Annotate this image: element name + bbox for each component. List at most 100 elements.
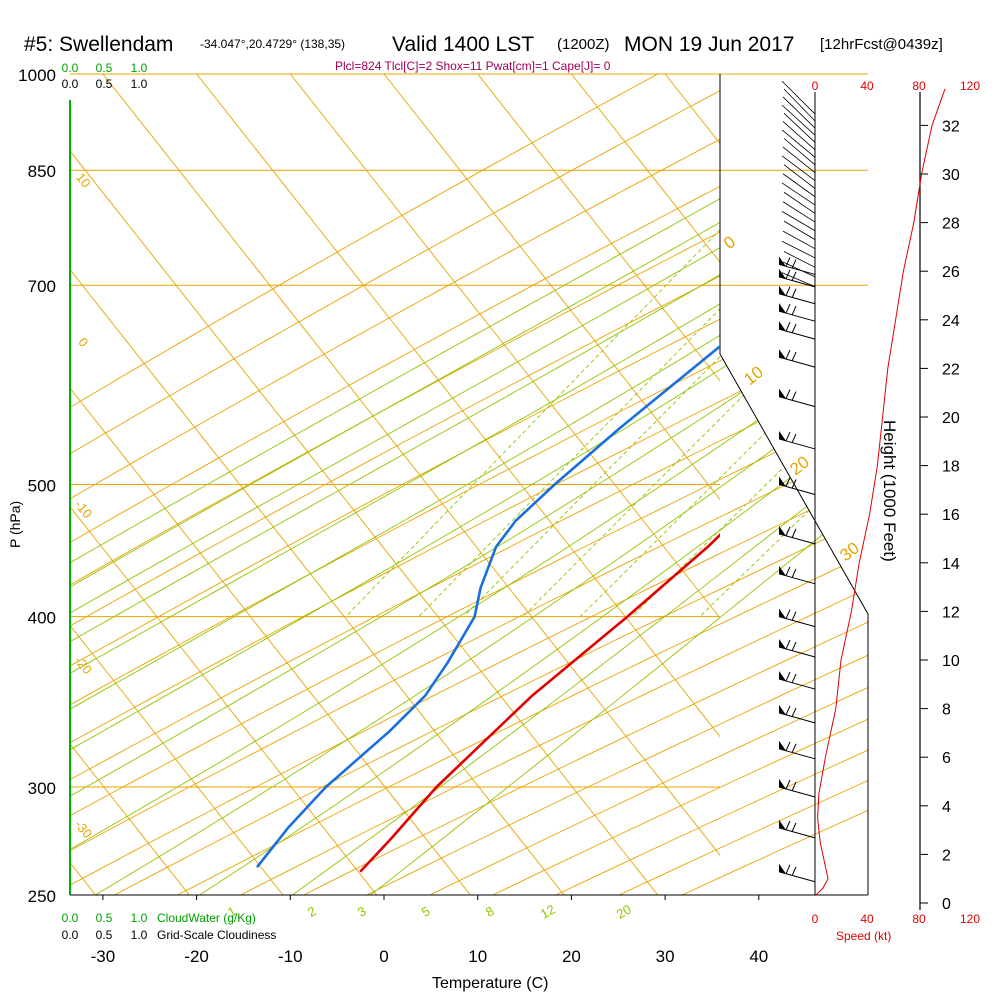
wind-barb [778, 608, 816, 628]
cloudiness-tick-bottom: 0.5 [96, 928, 113, 942]
wind-barb-feather [785, 269, 791, 280]
wind-barb [778, 863, 816, 883]
dry-adiabat-line [70, 74, 868, 895]
wind-barb [778, 704, 816, 724]
wind-barb-feather [785, 349, 791, 360]
wind-barb-low [782, 121, 816, 151]
x-tick-label: -30 [91, 947, 116, 966]
wind-barb-low [781, 240, 816, 259]
wind-barb-flag [779, 819, 786, 830]
cloudwater-tick-bottom: 0.5 [96, 911, 113, 925]
height-tick-label: 4 [942, 799, 951, 816]
isotherm-line [571, 74, 720, 263]
wind-barb-feather [791, 305, 797, 316]
cloudiness-tick-bottom: 0.0 [62, 928, 79, 942]
speed-tick-label-bottom: 80 [912, 912, 926, 926]
wind-barb-feather [785, 303, 791, 314]
x-tick-label: 30 [656, 947, 675, 966]
wind-barb [778, 740, 816, 760]
wind-barb-feather [791, 288, 797, 298]
wind-barb-low [781, 272, 816, 288]
x-tick-label: 40 [749, 947, 768, 966]
station-coords: -34.047°,20.4729° (138,35) [200, 37, 345, 51]
wind-barb [778, 430, 816, 450]
isotherm-line [70, 624, 284, 895]
wind-barb [778, 321, 816, 340]
height-tick-label: 14 [942, 556, 960, 573]
wind-barb-low [782, 146, 816, 174]
dry-adiabat-line [70, 74, 868, 895]
temperature-axis: -30 -20 -10 0 10 20 30 40 [91, 895, 768, 966]
wind-barb-flag [779, 608, 786, 619]
wind-barb-feather [785, 431, 791, 442]
wind-barb-feather [791, 707, 797, 718]
wind-barb-feather [785, 286, 791, 296]
wind-barb-feather [791, 391, 797, 401]
wind-barb-low [782, 96, 816, 129]
wind-barb-flag [779, 349, 786, 360]
wind-barb-low [783, 88, 816, 122]
y-axis-title: P (hPa) [7, 501, 23, 548]
cloudwater-tick-top: 0.5 [96, 61, 113, 75]
dry-adiabat-line [70, 74, 868, 895]
wind-barb-feather [785, 864, 791, 874]
cloud-scales: 0.0 0.0 0.5 0.5 1.0 1.0 0.0 0.0 0.5 0.5 1.0 1.0 [62, 61, 148, 942]
x-tick-label: 20 [562, 947, 581, 966]
isotherm-line [70, 506, 378, 895]
wind-barb [778, 268, 816, 288]
isotherm-line [70, 743, 190, 895]
height-tick-label: 32 [942, 118, 960, 135]
pressure-tick-label: 1000 [18, 66, 56, 85]
cloudwater-tick-bottom: 0.0 [62, 911, 79, 925]
pressure-tick-label: 300 [28, 779, 56, 798]
wind-barb [778, 388, 816, 408]
wind-barb-feather [791, 271, 797, 282]
wind-barb [778, 256, 816, 275]
mixing-ratio-line [631, 74, 868, 618]
wind-barb-feather [785, 257, 791, 267]
wind-speed-profile [814, 88, 946, 897]
x-tick-label: 10 [468, 947, 487, 966]
wind-barb-low [783, 112, 816, 143]
wind-barb-flag [779, 256, 786, 267]
wind-speed-line [814, 88, 946, 897]
height-tick-label: 20 [942, 410, 960, 427]
wind-barb-flag [779, 704, 786, 715]
height-tick-label: 8 [942, 702, 951, 719]
wind-barb-flag [779, 268, 786, 279]
wind-barb-feather [785, 639, 791, 650]
dry-adiabat-line [70, 74, 868, 895]
wind-barb [778, 349, 816, 368]
pressure-tick-label: 850 [28, 162, 56, 181]
height-tick-label: 22 [942, 361, 960, 378]
wind-barb-feather [791, 673, 797, 684]
wind-barb-flag [779, 430, 786, 441]
wind-barb-flag [779, 565, 786, 576]
wind-barb-feather [785, 671, 791, 682]
speed-tick-label-bottom: 0 [812, 912, 819, 926]
pressure-tick-label: 700 [28, 277, 56, 296]
pressure-tick-label: 250 [28, 887, 56, 906]
cloudwater-tick-bottom: 1.0 [131, 911, 148, 925]
pressure-tick-label: 500 [28, 477, 56, 496]
dry-adiabat-line [193, 74, 868, 895]
valid-time-z: (1200Z) [557, 36, 610, 53]
height-tick-label: 24 [942, 313, 960, 330]
wind-barb-feather [791, 611, 797, 621]
speed-tick-label-bottom: 120 [960, 912, 980, 926]
wind-barb [778, 565, 816, 585]
height-tick-label: 6 [942, 750, 951, 767]
height-tick-label: 2 [942, 847, 951, 864]
mixing-ratio-label: 12 [538, 901, 558, 921]
height-tick-label: 28 [942, 216, 960, 233]
speed-tick-label-top: 80 [912, 79, 926, 93]
dry-adiabat-line [130, 74, 868, 895]
wind-barb-low [781, 129, 816, 158]
cloudiness-axis-title: Grid-Scale Cloudiness [157, 928, 276, 942]
wind-barb-low [783, 251, 816, 268]
wind-barb [778, 285, 816, 305]
x-tick-label: -10 [278, 947, 303, 966]
height-tick-label: 12 [942, 604, 960, 621]
height-tick-label: 10 [942, 653, 960, 670]
station-title: #5: Swellendam [24, 33, 173, 56]
